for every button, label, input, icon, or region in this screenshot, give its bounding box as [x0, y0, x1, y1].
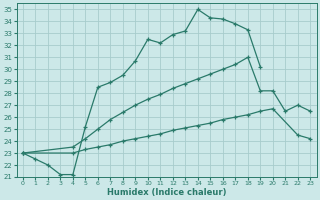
- X-axis label: Humidex (Indice chaleur): Humidex (Indice chaleur): [107, 188, 226, 197]
